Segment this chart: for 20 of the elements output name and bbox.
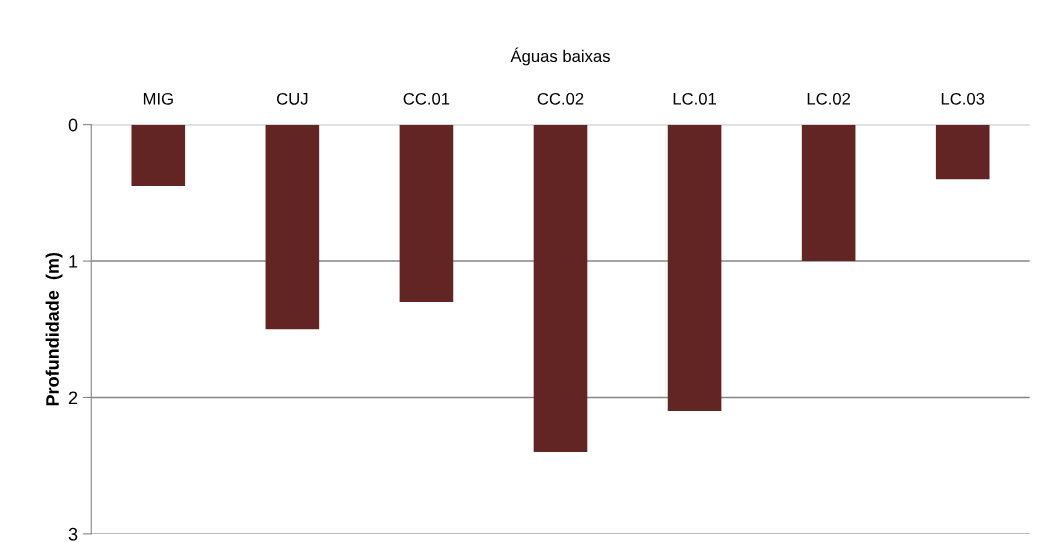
x-tick-label: MIG bbox=[143, 92, 173, 105]
bar bbox=[935, 124, 990, 180]
x-tick-label: LC.02 bbox=[807, 92, 851, 105]
bar bbox=[801, 124, 856, 262]
x-tick-label: LC.01 bbox=[673, 92, 716, 105]
x-tick-label: LC.03 bbox=[941, 92, 985, 105]
x-tick-label: CUJ bbox=[277, 92, 308, 105]
y-tick-label: 1 bbox=[69, 255, 78, 268]
y-tick-label: 2 bbox=[68, 391, 78, 405]
bar bbox=[399, 124, 454, 302]
y-tick-label: 3 bbox=[68, 527, 78, 541]
bar bbox=[667, 124, 722, 412]
x-tick-label: CC.02 bbox=[537, 92, 584, 105]
y-axis-title: Profundidade (m) bbox=[45, 252, 63, 406]
x-tick-label: CC.01 bbox=[403, 92, 450, 105]
y-tick-label: 0 bbox=[68, 118, 78, 132]
bar bbox=[265, 124, 320, 330]
bar bbox=[131, 124, 186, 187]
bar bbox=[533, 124, 588, 453]
x-axis-title: Águas baixas bbox=[510, 47, 610, 66]
